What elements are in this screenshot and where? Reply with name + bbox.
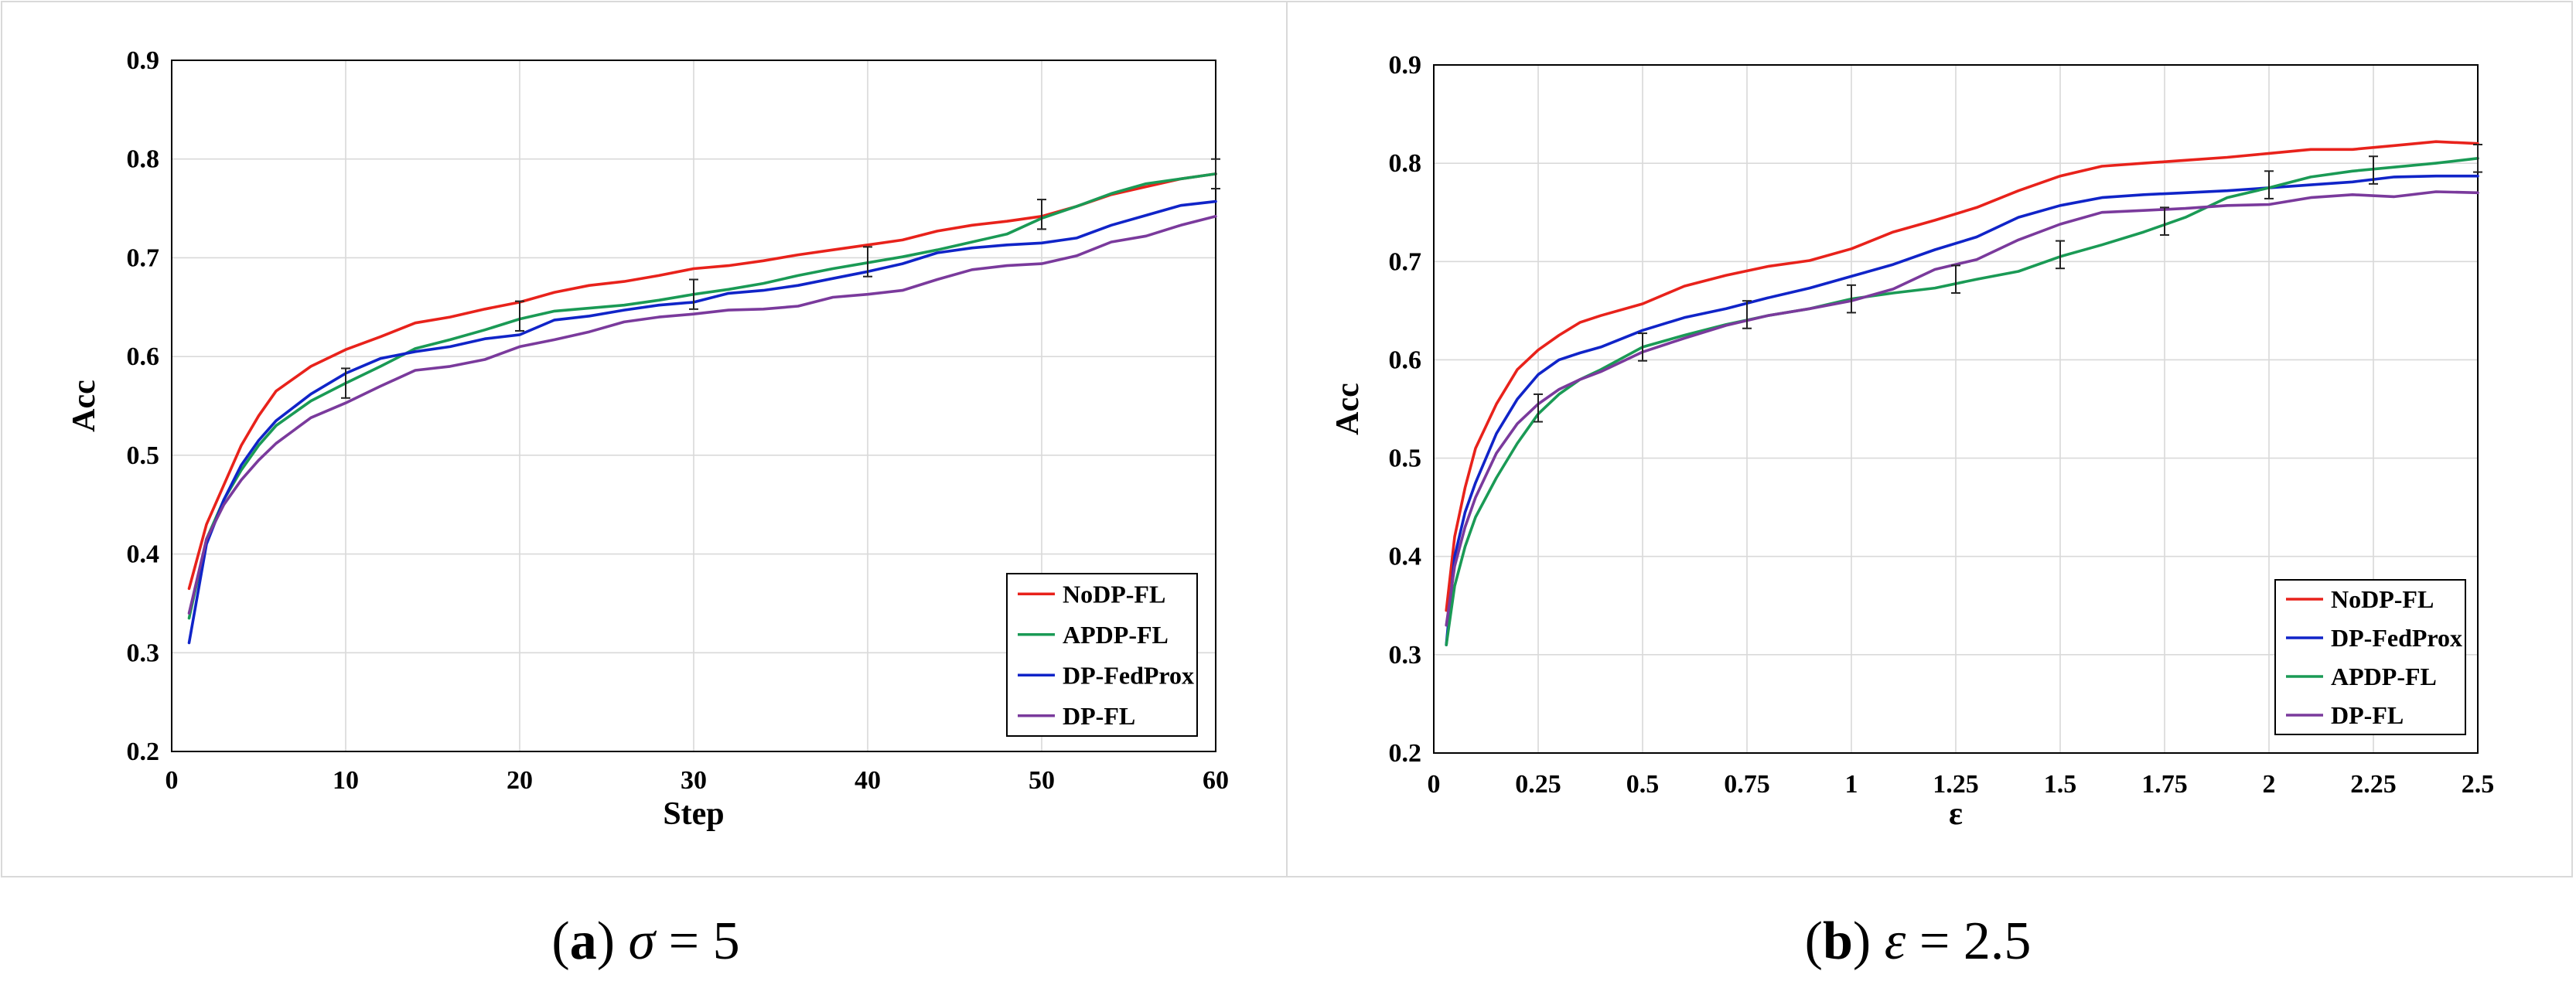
panel-a-plot-border xyxy=(171,60,1216,752)
caption-panel-label: b xyxy=(1823,912,1853,971)
legend-label: NoDP-FL xyxy=(1063,580,1165,608)
panel-b-ytick-label: 0.5 xyxy=(1389,445,1422,473)
panel-b-error-bar xyxy=(2473,143,2482,173)
panel-b-xtick-label: 1 xyxy=(1845,770,1858,799)
panel-b-ytick-label: 0.3 xyxy=(1389,641,1422,670)
legend-label: DP-FedProx xyxy=(1063,661,1194,689)
panel-b-error-bar xyxy=(1951,264,1960,294)
panel-b-xtick-label: 1.5 xyxy=(2044,770,2077,799)
panel-b-xtick-label: 0 xyxy=(1428,770,1441,799)
panel-a-xtick-label: 30 xyxy=(681,766,707,795)
caption-equals: = xyxy=(1906,912,1963,971)
panel-b-y-axis-title: Acc xyxy=(1330,383,1366,435)
legend-label: APDP-FL xyxy=(1063,621,1169,649)
panel-b-xtick-label: 1.25 xyxy=(1933,770,1979,799)
panel-b-ytick-label: 0.4 xyxy=(1389,543,1422,571)
panel-b-ytick-label: 0.2 xyxy=(1389,739,1422,768)
panel-a-series-dp-fl xyxy=(187,214,1217,615)
panel-b-ytick-label: 0.8 xyxy=(1389,149,1422,178)
panel-a-ytick-label: 0.4 xyxy=(127,540,160,569)
panel-b-ytick-label: 0.7 xyxy=(1389,247,1422,276)
legend-label: NoDP-FL xyxy=(2331,585,2434,613)
panel-a-caption: (a) σ = 5 xyxy=(551,912,739,971)
legend-box xyxy=(1006,573,1198,737)
panel-b-x-axis-title: ε xyxy=(1949,796,1963,832)
panel-a-error-bar xyxy=(863,246,872,278)
panel-b-error-bar xyxy=(2264,170,2274,199)
caption-paren: ( xyxy=(551,912,569,971)
panel-a-series-nodp-fl xyxy=(187,172,1217,591)
panel-b-xtick-label: 0.5 xyxy=(1626,770,1660,799)
panel-b-error-bar xyxy=(2369,155,2378,185)
caption-paren: ) xyxy=(597,912,629,971)
caption-value: 2.5 xyxy=(1964,912,2032,971)
panel-a-legend: NoDP-FL APDP-FL DP-FedProx DP-FL xyxy=(1006,573,1198,737)
panel-b: 0 0.25 0.5 0.75 1 1.25 1.5 1.75 2 2.25 2.5 0.2 0.3 0.… xyxy=(1286,1,2573,971)
panel-a-series-dp-fedprox xyxy=(187,199,1217,645)
panel-a-ytick-label: 0.6 xyxy=(127,342,160,371)
panel-a-ytick-label: 0.8 xyxy=(127,145,160,174)
caption-equals: = xyxy=(655,912,712,971)
caption-value: 5 xyxy=(713,912,740,971)
panel-a-error-bar xyxy=(1211,158,1220,190)
panel-b-caption: (b) ε = 2.5 xyxy=(1805,912,2032,971)
panel-a-x-axis-title: Step xyxy=(663,796,724,832)
panel-b-ytick-label: 0.6 xyxy=(1389,346,1422,374)
panel-b-plot-border xyxy=(1433,64,2479,754)
panel-a-error-bar xyxy=(515,300,524,332)
panel-b-xtick-label: 2.5 xyxy=(2462,770,2495,799)
panel-a-ytick-label: 0.5 xyxy=(127,441,160,470)
panel-b-series-nodp-fl xyxy=(1445,140,2479,612)
panel-b-legend: NoDP-FL DP-FedProx APDP-FL DP-FL xyxy=(2274,579,2466,735)
panel-b-xtick-label: 0.75 xyxy=(1724,770,1770,799)
panel-b-xtick-label: 1.75 xyxy=(2141,770,2188,799)
caption-symbol: ε xyxy=(1885,912,1906,971)
panel-a-error-bar xyxy=(689,278,698,310)
panel-b-xtick-label: 2.25 xyxy=(2350,770,2397,799)
panel-a-error-bar xyxy=(1037,199,1046,230)
legend-box xyxy=(2274,579,2466,735)
panel-a-ytick-label: 0.2 xyxy=(127,738,160,766)
panel-b-error-bar xyxy=(2160,206,2169,236)
panel-a-ytick-label: 0.7 xyxy=(127,244,160,272)
panel-a-xtick-label: 0 xyxy=(165,766,179,795)
panel-a-y-axis-title: Acc xyxy=(67,380,102,432)
panel-a-ytick-label: 0.9 xyxy=(127,46,160,75)
panel-a-ytick-label: 0.3 xyxy=(127,639,160,667)
legend-label: APDP-FL xyxy=(2331,663,2437,690)
legend-label: DP-FedProx xyxy=(2331,624,2462,652)
panel-b-xtick-label: 2 xyxy=(2263,770,2276,799)
panel-b-xtick-label: 0.25 xyxy=(1515,770,1561,799)
panel-a-xtick-label: 40 xyxy=(855,766,881,795)
caption-paren: ( xyxy=(1805,912,1823,971)
panel-a-xtick-label: 50 xyxy=(1029,766,1055,795)
panel-b-error-bar xyxy=(2056,240,2065,270)
panel-b-error-bar xyxy=(1742,300,1752,329)
panel-b-ytick-label: 0.9 xyxy=(1389,51,1422,80)
caption-panel-label: a xyxy=(570,912,597,971)
caption-paren: ) xyxy=(1853,912,1885,971)
panel-a-frame xyxy=(1,1,1288,877)
panel-a-error-bar xyxy=(341,367,350,399)
panel-a-xtick-label: 60 xyxy=(1203,766,1229,795)
panel-a-series-apdp-fl xyxy=(187,172,1217,620)
caption-symbol: σ xyxy=(629,912,657,971)
legend-label: DP-FL xyxy=(1063,702,1135,730)
panel-a-xtick-label: 10 xyxy=(333,766,359,795)
panel-a: 0 10 20 30 40 50 60 0.2 0.3 0.4 0.5 0.6 0.7 0.8 0.9 Ste… xyxy=(1,1,1288,971)
panel-b-error-bar xyxy=(1638,332,1647,362)
legend-label: DP-FL xyxy=(2331,701,2404,729)
panel-b-error-bar xyxy=(1534,393,1543,423)
panel-b-error-bar xyxy=(1847,284,1856,314)
panel-a-xtick-label: 20 xyxy=(507,766,533,795)
